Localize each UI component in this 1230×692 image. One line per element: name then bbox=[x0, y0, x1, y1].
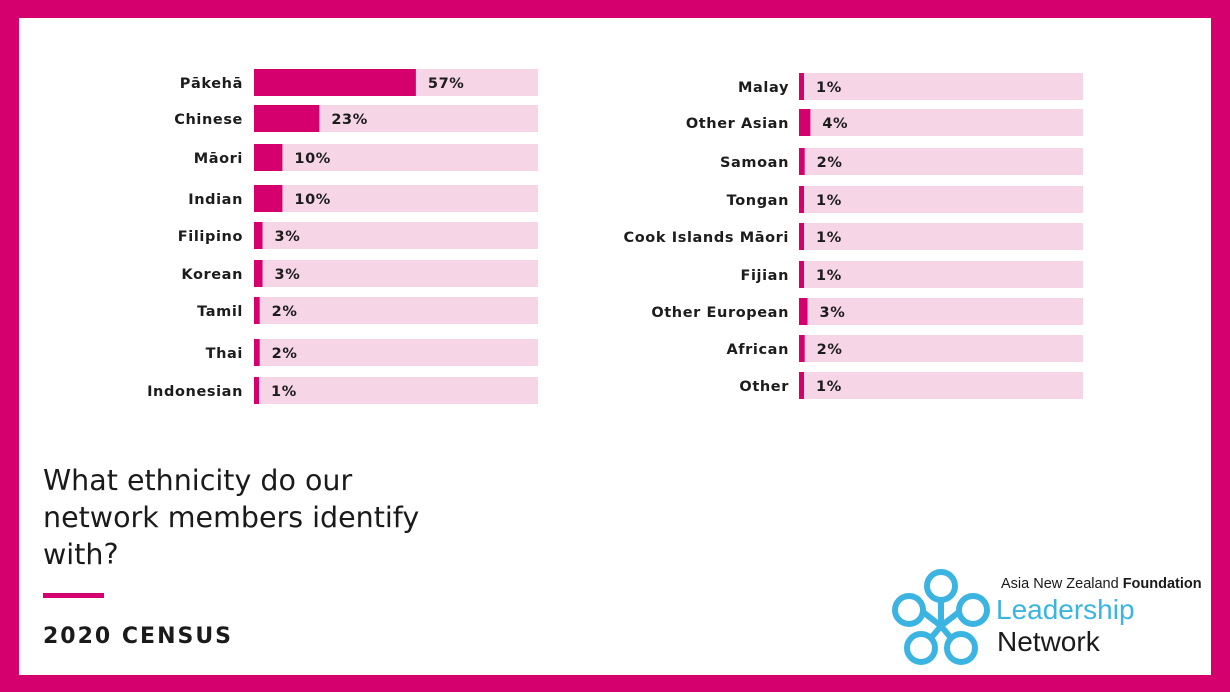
right-value-label: 2% bbox=[817, 342, 843, 358]
right-category-label: Cook Islands Māori bbox=[623, 230, 789, 246]
left-bar bbox=[254, 297, 260, 324]
left-bar bbox=[254, 69, 416, 96]
right-bar-track bbox=[799, 186, 1083, 213]
left-value-label: 2% bbox=[272, 346, 298, 362]
left-bar bbox=[254, 339, 260, 366]
right-category-label: Malay bbox=[738, 80, 789, 96]
left-bar bbox=[254, 105, 320, 132]
left-value-label: 23% bbox=[331, 112, 368, 128]
right-value-label: 1% bbox=[816, 268, 842, 284]
right-value-label: 1% bbox=[816, 80, 842, 96]
left-category-label: Tamil bbox=[197, 304, 243, 320]
left-value-label: 3% bbox=[275, 229, 301, 245]
content-card: Pākehā 57% Chinese 23% Māori 10% Indian 10% Fili… bbox=[19, 18, 1211, 675]
left-bar bbox=[254, 185, 283, 212]
left-value-label: 1% bbox=[271, 384, 297, 400]
left-bar bbox=[254, 222, 263, 249]
left-bar-track bbox=[254, 377, 538, 404]
left-category-label: Korean bbox=[181, 267, 243, 283]
right-bar-track bbox=[799, 261, 1083, 288]
right-bar-track bbox=[799, 148, 1083, 175]
left-value-label: 57% bbox=[428, 76, 465, 92]
right-bar-track bbox=[799, 73, 1083, 100]
right-value-label: 4% bbox=[822, 116, 848, 132]
interlocking-knot-icon bbox=[892, 569, 990, 665]
right-value-label: 1% bbox=[816, 193, 842, 209]
left-bar-track bbox=[254, 297, 538, 324]
left-category-label: Māori bbox=[194, 151, 243, 167]
right-bar bbox=[799, 335, 805, 362]
left-category-label: Pākehā bbox=[180, 76, 243, 92]
right-bar bbox=[799, 223, 804, 250]
right-value-label: 3% bbox=[820, 305, 846, 321]
accent-divider bbox=[43, 593, 104, 598]
right-bar bbox=[799, 372, 804, 399]
left-category-label: Indonesian bbox=[147, 384, 243, 400]
right-bar bbox=[799, 298, 808, 325]
right-category-label: Other bbox=[739, 379, 789, 395]
right-bar bbox=[799, 261, 804, 288]
right-bar-track bbox=[799, 372, 1083, 399]
left-category-label: Thai bbox=[206, 346, 243, 362]
left-bar-track bbox=[254, 260, 538, 287]
right-value-label: 1% bbox=[816, 379, 842, 395]
census-subtitle: 2020 CENSUS bbox=[43, 624, 234, 649]
right-category-label: Other European bbox=[651, 305, 789, 321]
right-bar-track bbox=[799, 109, 1083, 136]
right-value-label: 1% bbox=[816, 230, 842, 246]
right-category-label: African bbox=[726, 342, 789, 358]
left-bar-track bbox=[254, 339, 538, 366]
right-bar-track bbox=[799, 335, 1083, 362]
right-bar-track bbox=[799, 223, 1083, 250]
left-bar bbox=[254, 377, 259, 404]
left-value-label: 3% bbox=[275, 267, 301, 283]
left-value-label: 10% bbox=[294, 192, 331, 208]
left-category-label: Filipino bbox=[178, 229, 243, 245]
ethnicity-chart-right: Malay 1% Other Asian 4% Samoan 2% Tongan 1% Cook… bbox=[623, 73, 1083, 399]
right-value-label: 2% bbox=[817, 155, 843, 171]
right-bar bbox=[799, 73, 804, 100]
left-value-label: 2% bbox=[272, 304, 298, 320]
left-bar-track bbox=[254, 185, 538, 212]
right-bar bbox=[799, 148, 805, 175]
leadership-network-logo: Asia New Zealand Foundation Leadership N… bbox=[891, 568, 1211, 673]
right-category-label: Fijian bbox=[740, 268, 789, 284]
left-value-label: 10% bbox=[294, 151, 331, 167]
right-category-label: Tongan bbox=[727, 193, 789, 209]
right-category-label: Samoan bbox=[720, 155, 789, 171]
logo-title-line2: Network bbox=[997, 626, 1100, 657]
right-category-label: Other Asian bbox=[686, 116, 789, 132]
right-bar-track bbox=[799, 298, 1083, 325]
logo-title-line1: Leadership bbox=[996, 594, 1135, 625]
left-bar bbox=[254, 144, 283, 171]
right-bar bbox=[799, 109, 811, 136]
logo-org-name: Asia New Zealand Foundation bbox=[1001, 576, 1202, 592]
left-category-label: Indian bbox=[188, 192, 243, 208]
right-bar bbox=[799, 186, 804, 213]
left-category-label: Chinese bbox=[174, 112, 243, 128]
left-bar-track bbox=[254, 222, 538, 249]
ethnicity-chart-left: Pākehā 57% Chinese 23% Māori 10% Indian 10% Fili… bbox=[147, 69, 538, 404]
left-bar-track bbox=[254, 144, 538, 171]
chart-question-heading: What ethnicity do our network members id… bbox=[43, 464, 420, 571]
left-bar bbox=[254, 260, 263, 287]
